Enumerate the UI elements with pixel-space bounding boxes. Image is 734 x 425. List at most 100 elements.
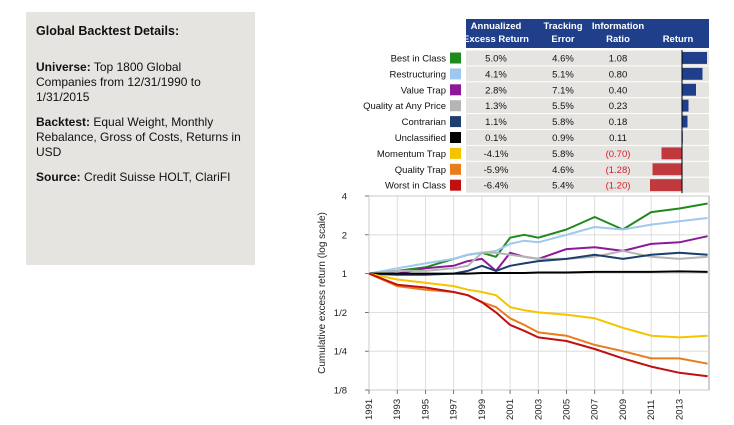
- row-color-swatch: [450, 163, 461, 175]
- table-row-background: [466, 82, 709, 98]
- row-color-swatch: [450, 116, 461, 128]
- row-color-swatch: [450, 147, 461, 159]
- row-excess-return: -6.4%: [484, 181, 509, 192]
- row-excess-return: 0.1%: [485, 133, 507, 144]
- row-return-bar: [682, 83, 696, 96]
- row-information-ratio: (0.70): [606, 149, 631, 160]
- row-color-swatch: [450, 179, 461, 191]
- x-tick-label: 2007: [590, 399, 601, 420]
- series-line-quality-trap: [368, 272, 708, 365]
- y-tick-label: 1/4: [334, 347, 347, 358]
- backtest-value: Equal Weight, Monthly Rebalance, Gross o…: [36, 115, 241, 159]
- source-text: Source: Credit Suisse HOLT, ClariFI: [36, 170, 245, 185]
- header-background: [466, 19, 709, 48]
- x-tick-label: 1999: [477, 399, 488, 420]
- table-header: Annualized Excess Return Tracking Error …: [463, 19, 709, 48]
- source-label: Source:: [36, 170, 81, 184]
- plot-area: [368, 195, 710, 391]
- row-excess-return: -4.1%: [484, 149, 509, 160]
- row-color-swatch: [450, 68, 461, 80]
- universe-label: Universe:: [36, 60, 91, 74]
- row-name: Quality Trap: [395, 165, 446, 176]
- table-row-background: [466, 114, 709, 129]
- backtest-details-panel: Global Backtest Details: Universe: Top 1…: [26, 12, 255, 265]
- row-color-swatch: [450, 100, 461, 112]
- row-tracking-error: 5.4%: [552, 181, 574, 192]
- row-information-ratio: 0.40: [609, 85, 628, 96]
- row-return-bar: [661, 147, 682, 160]
- row-information-ratio: 0.11: [609, 133, 627, 144]
- backtest-label: Backtest:: [36, 115, 91, 129]
- x-tick-label: 1995: [420, 399, 431, 420]
- row-information-ratio: 0.80: [609, 69, 628, 80]
- row-information-ratio: 1.08: [609, 53, 628, 64]
- row-excess-return: 4.1%: [485, 69, 507, 80]
- header-tracking-l2: Error: [551, 34, 575, 45]
- series-line-momentum-trap: [368, 272, 708, 339]
- row-return-bar: [682, 67, 703, 80]
- source-value: Credit Suisse HOLT, ClariFI: [80, 170, 231, 184]
- row-information-ratio: (1.28): [606, 165, 631, 176]
- table-row-background: [466, 130, 709, 145]
- x-tick-label: 2013: [674, 399, 685, 420]
- row-color-swatch: [450, 52, 461, 64]
- row-excess-return: 5.0%: [485, 53, 507, 64]
- row-tracking-error: 5.8%: [552, 117, 574, 128]
- backtest-text: Backtest: Equal Weight, Monthly Rebalanc…: [36, 115, 245, 160]
- row-tracking-error: 4.6%: [552, 165, 574, 176]
- row-tracking-error: 0.9%: [552, 133, 574, 144]
- row-color-swatch: [450, 84, 461, 96]
- series-line-quality-at-any-price: [368, 249, 708, 275]
- x-tick-label: 1991: [364, 399, 375, 420]
- header-info-l2: Ratio: [606, 34, 630, 45]
- row-tracking-error: 5.1%: [552, 69, 574, 80]
- x-tick-label: 1997: [449, 399, 460, 420]
- row-name: Best in Class: [391, 53, 447, 64]
- row-excess-return: 1.3%: [485, 101, 507, 112]
- row-return-bar: [682, 99, 689, 112]
- row-tracking-error: 5.5%: [552, 101, 574, 112]
- row-excess-return: 1.1%: [485, 117, 507, 128]
- header-return: Return: [663, 34, 694, 45]
- y-tick-label: 1: [342, 269, 347, 280]
- row-excess-return: -5.9%: [484, 165, 509, 176]
- details-title: Global Backtest Details:: [36, 24, 180, 38]
- y-tick-label: 1/8: [334, 386, 347, 397]
- header-excess-l2: Excess Return: [463, 34, 529, 45]
- table-row-background: [466, 66, 709, 82]
- row-return-bar: [650, 179, 682, 192]
- universe-text: Universe: Top 1800 Global Companies from…: [36, 60, 245, 105]
- row-color-swatch: [450, 132, 461, 143]
- x-tick-label: 1993: [392, 399, 403, 420]
- series-line-worst-in-class: [368, 272, 708, 378]
- row-excess-return: 2.8%: [485, 85, 507, 96]
- x-tick-label: 2011: [646, 400, 657, 420]
- row-tracking-error: 5.8%: [552, 149, 574, 160]
- row-information-ratio: 0.23: [609, 101, 628, 112]
- table-rows: Best in Class 5.0% 4.6% 1.08 Restructuring 4.…: [363, 50, 709, 194]
- y-tick-label: 2: [342, 230, 347, 241]
- universe-value: Top 1800 Global Companies from 12/31/199…: [36, 60, 201, 104]
- series-line-best-in-class: [368, 202, 708, 275]
- y-tick-label: 1/2: [334, 308, 347, 319]
- row-name: Unclassified: [395, 133, 446, 144]
- x-tick-label: 2003: [533, 399, 544, 420]
- x-tick-label: 2001: [505, 399, 516, 420]
- row-name: Momentum Trap: [377, 149, 446, 160]
- row-name: Restructuring: [390, 69, 447, 80]
- header-tracking-l1: Tracking: [543, 21, 582, 32]
- row-name: Quality at Any Price: [363, 101, 446, 112]
- table-row-background: [466, 145, 709, 161]
- row-return-bar: [682, 115, 688, 128]
- table-row-background: [466, 177, 709, 193]
- x-tick-label: 2005: [562, 399, 573, 420]
- row-information-ratio: (1.20): [606, 181, 631, 192]
- row-return-bar: [652, 163, 682, 176]
- table-row-background: [466, 50, 709, 66]
- table-row-background: [466, 98, 709, 114]
- row-return-bar: [682, 52, 707, 64]
- header-info-l1: Information: [592, 21, 644, 32]
- x-tick-label: 2009: [618, 399, 629, 420]
- series-line-unclassified: [369, 270, 708, 275]
